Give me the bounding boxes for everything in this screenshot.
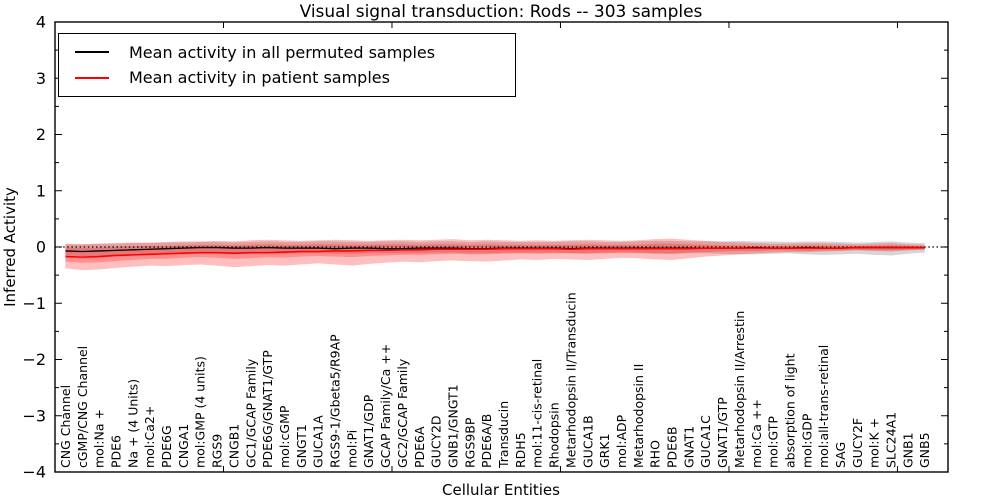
x-category-label: GUCY2F <box>850 418 865 468</box>
y-tick-label: 3 <box>36 69 46 88</box>
x-category-label: mol:K + <box>867 418 882 468</box>
lines-group <box>65 246 925 258</box>
x-category-label: mol:GDP <box>799 413 814 468</box>
x-category-label: SLC24A1 <box>884 412 899 468</box>
x-category-label: GUCA1B <box>580 415 595 468</box>
x-category-label: Rhodopsin <box>547 402 562 468</box>
x-category-label: GNAT1 <box>681 426 696 468</box>
x-category-label: GNGT1 <box>294 424 309 468</box>
x-category-label: PDE6A/B <box>479 414 494 468</box>
x-category-label: RGS9 <box>210 434 225 468</box>
chart-title: Visual signal transduction: Rods -- 303 … <box>300 2 703 22</box>
x-category-label: GNAT1/GTP <box>715 397 730 468</box>
legend-label-permuted: Mean activity in all permuted samples <box>129 42 436 62</box>
x-category-label: GUCY2D <box>429 415 444 468</box>
legend-item-permuted: Mean activity in all permuted samples <box>75 42 515 62</box>
x-category-label: Metarhodopsin II/Transducin <box>563 292 578 468</box>
x-category-label: GNAT1/GDP <box>361 394 376 468</box>
x-category-label: PDE6B <box>665 426 680 468</box>
x-category-label: CNG Channel <box>58 385 73 468</box>
series-line-1 <box>65 246 925 258</box>
legend-item-patient: Mean activity in patient samples <box>75 69 515 87</box>
x-category-label: RGS9BP <box>462 417 477 468</box>
x-category-label: CNGB1 <box>226 424 241 468</box>
x-category-label: PDE6A <box>412 426 427 468</box>
x-axis-label: Cellular Entities <box>442 481 560 499</box>
x-category-label: mol:GMP (4 units) <box>193 356 208 468</box>
x-category-label: mol:Pi <box>344 430 359 468</box>
x-category-label: SAG <box>833 442 848 468</box>
legend-label-patient: Mean activity in patient samples <box>129 67 390 87</box>
x-category-label: GC2/GCAP Family <box>395 358 410 468</box>
y-tick-label: −1 <box>22 294 46 313</box>
y-tick-label: 0 <box>36 238 46 257</box>
x-category-label: RGS9-1/Gbeta5/R9AP <box>328 334 343 468</box>
x-category-label: GUCA1A <box>311 415 326 468</box>
y-tick-label: −4 <box>22 463 46 482</box>
x-category-label: GNB5 <box>917 432 932 468</box>
x-category-label: GRK1 <box>597 433 612 468</box>
x-category-label: GCAP Family/Ca ++ <box>378 344 393 468</box>
y-axis-label: Inferred Activity <box>1 187 19 307</box>
x-category-label: mol:ADP <box>614 414 629 468</box>
x-category-label: Metarhodopsin II/Arrestin <box>732 311 747 468</box>
x-category-label: mol:Na + <box>92 409 107 468</box>
x-category-label: Metarhodopsin II <box>631 364 646 468</box>
x-category-label: GUCA1C <box>698 415 713 468</box>
x-category-label: mol:cGMP <box>277 405 292 468</box>
x-category-label: mol:GTP <box>766 416 781 468</box>
band-patient-spread-outer <box>65 238 925 271</box>
x-category-label: CNGA1 <box>176 424 191 468</box>
x-category-label: mol:all-trans-retinal <box>816 345 831 468</box>
y-tick-label: 1 <box>36 181 46 200</box>
legend-line-red-icon <box>75 76 109 79</box>
x-category-label: mol:Ca2+ <box>142 406 157 468</box>
x-category-label: Transducin <box>496 401 511 469</box>
x-category-label: RHO <box>648 440 663 468</box>
legend-line-black-icon <box>75 51 109 54</box>
y-tick-label: −2 <box>22 350 46 369</box>
x-category-label: GNB1/GNGT1 <box>445 384 460 468</box>
y-tick-label: 4 <box>36 13 46 32</box>
x-category-label: PDE6 <box>108 435 123 468</box>
legend: Mean activity in all permuted samples Me… <box>58 33 516 97</box>
x-category-label: RDH5 <box>513 432 528 468</box>
ticks-group <box>54 21 948 473</box>
y-tick-label: −3 <box>22 406 46 425</box>
x-category-label: GC1/GCAP Family <box>243 358 258 468</box>
x-category-label: GNB1 <box>900 432 915 468</box>
x-category-label: PDE6G/GNAT1/GTP <box>260 350 275 468</box>
x-category-label: Na + (4 Units) <box>125 379 140 468</box>
y-tick-labels: −4 −3 −2 −1 0 1 2 3 4 <box>22 13 46 482</box>
x-category-label: cGMP/CNG Channel <box>75 346 90 468</box>
y-tick-label: 2 <box>36 125 46 144</box>
x-category-label: absorption of light <box>782 353 797 468</box>
x-category-label: PDE6G <box>159 425 174 468</box>
x-category-labels: CNG Channel cGMP/CNG Channel mol:Na + PDE6 N… <box>58 292 932 469</box>
x-category-label: mol:11-cis-retinal <box>530 359 545 468</box>
x-category-label: mol:Ca ++ <box>749 399 764 468</box>
